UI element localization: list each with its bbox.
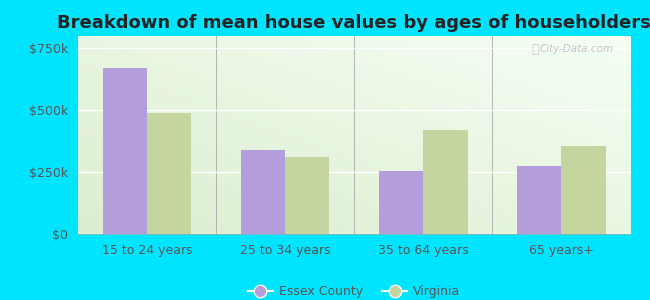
Text: City-Data.com: City-Data.com (540, 44, 614, 54)
Bar (147, 113, 191, 234)
Bar (379, 171, 423, 234)
Bar (517, 166, 562, 234)
Legend: Essex County, Virginia: Essex County, Virginia (243, 280, 465, 300)
Bar (103, 68, 147, 234)
Bar (562, 146, 606, 234)
Bar (423, 130, 467, 234)
Title: Breakdown of mean house values by ages of householders: Breakdown of mean house values by ages o… (57, 14, 650, 32)
Text: ⓘ: ⓘ (532, 43, 539, 56)
Bar (241, 150, 285, 234)
Bar (285, 157, 330, 234)
